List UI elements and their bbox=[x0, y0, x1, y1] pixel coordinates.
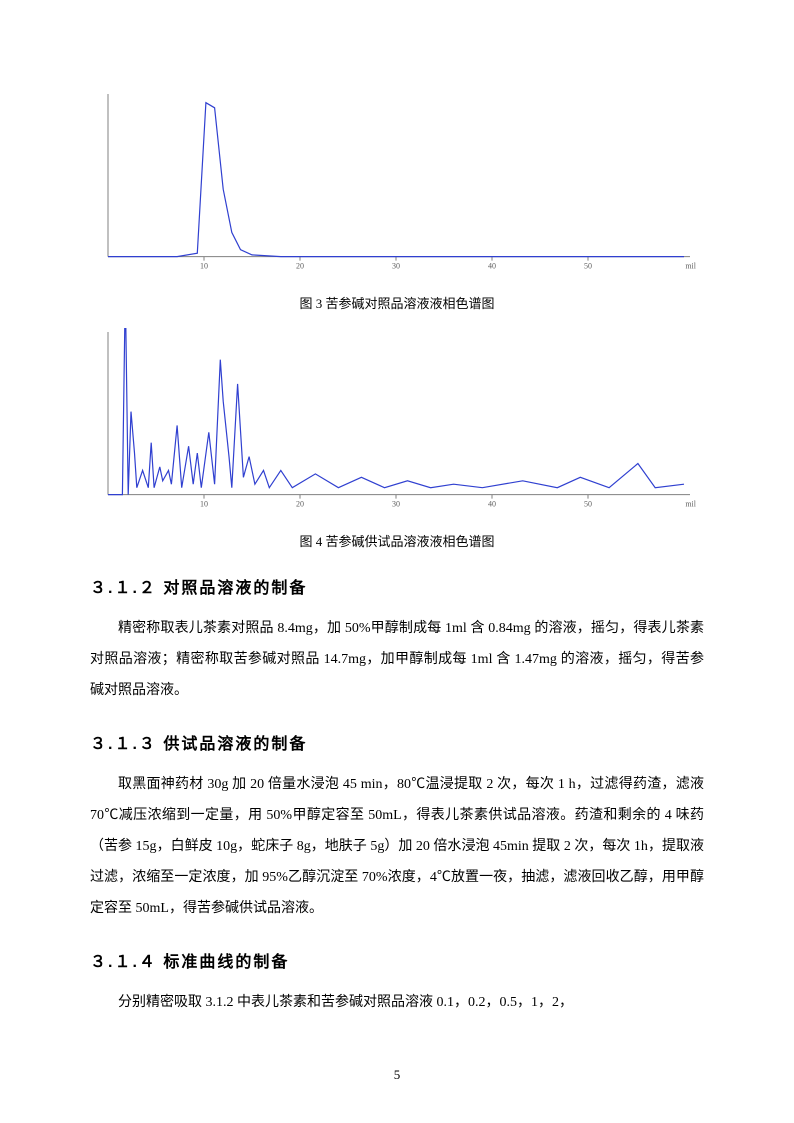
svg-text:20: 20 bbox=[296, 500, 304, 509]
svg-text:30: 30 bbox=[392, 262, 400, 271]
svg-text:10: 10 bbox=[200, 500, 208, 509]
chart2-caption: 图 4 苦参碱供试品溶液液相色谱图 bbox=[90, 531, 704, 550]
heading-313: ３.１.３ 供试品溶液的制备 bbox=[90, 730, 704, 754]
svg-text:40: 40 bbox=[488, 500, 496, 509]
para-312: 精密称取表儿茶素对照品 8.4mg，加 50%甲醇制成每 1ml 含 0.84m… bbox=[90, 614, 704, 706]
chromatogram-sample-svg: 10 20 30 40 50 mil bbox=[90, 328, 704, 523]
svg-text:50: 50 bbox=[584, 500, 592, 509]
chromatogram-reference-svg: 10 20 30 40 50 mil bbox=[90, 90, 704, 285]
chart1-caption: 图 3 苦参碱对照品溶液液相色谱图 bbox=[90, 293, 704, 312]
page-number: 5 bbox=[394, 1067, 401, 1083]
svg-text:40: 40 bbox=[488, 262, 496, 271]
svg-text:mil: mil bbox=[685, 262, 696, 271]
chromatogram-reference: 10 20 30 40 50 mil bbox=[90, 90, 704, 285]
svg-text:10: 10 bbox=[200, 262, 208, 271]
svg-text:30: 30 bbox=[392, 500, 400, 509]
chromatogram-sample: 10 20 30 40 50 mil bbox=[90, 328, 704, 523]
heading-314: ３.１.４ 标准曲线的制备 bbox=[90, 948, 704, 972]
svg-text:mil: mil bbox=[685, 500, 696, 509]
svg-text:50: 50 bbox=[584, 262, 592, 271]
svg-text:20: 20 bbox=[296, 262, 304, 271]
para-314: 分别精密吸取 3.1.2 中表儿茶素和苦参碱对照品溶液 0.1，0.2，0.5，… bbox=[90, 988, 704, 1019]
para-313: 取黑面神药材 30g 加 20 倍量水浸泡 45 min，80℃温浸提取 2 次… bbox=[90, 770, 704, 924]
heading-312: ３.１.２ 对照品溶液的制备 bbox=[90, 574, 704, 598]
